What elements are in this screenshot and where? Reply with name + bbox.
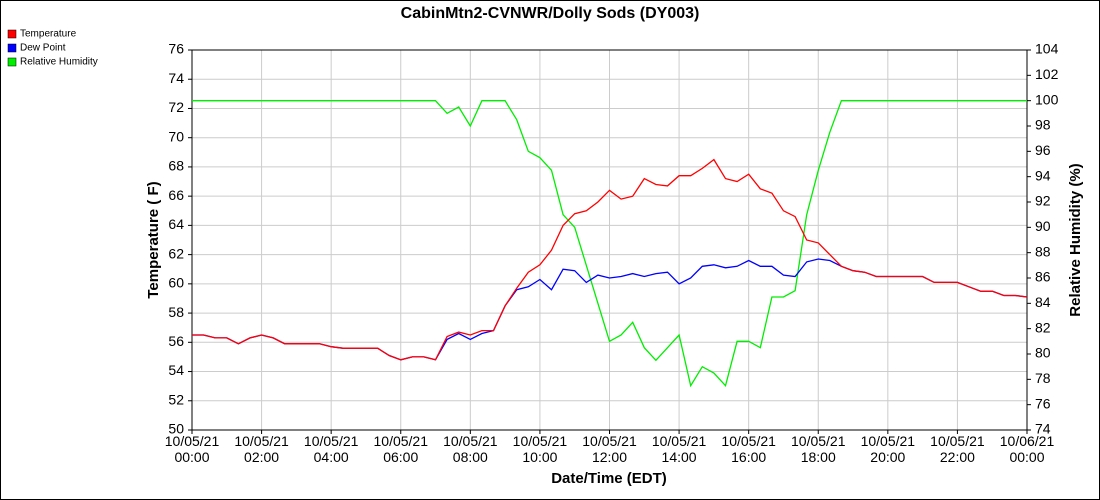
x-tick-label: 10/05/21 08:00 — [443, 433, 498, 465]
series-line — [192, 158, 1028, 361]
x-tick-label: 10/05/21 06:00 — [373, 433, 429, 465]
y-tick-label: 50 — [168, 421, 184, 437]
y-tick-label: 64 — [168, 216, 184, 232]
y2-tick-label: 90 — [1035, 218, 1051, 234]
x-tick-label: 10/05/21 14:00 — [651, 433, 707, 465]
y-tick-label: 60 — [168, 275, 184, 291]
y-tick-label: 70 — [168, 128, 184, 144]
y-tick-label: 58 — [168, 304, 184, 320]
x-tick-label: 10/06/21 00:00 — [999, 433, 1055, 465]
chart-title: CabinMtn2-CVNWR/Dolly Sods (DY003) — [401, 5, 700, 22]
y2-tick-label: 96 — [1035, 142, 1051, 158]
x-tick-label: 10/05/21 02:00 — [234, 433, 289, 465]
legend-label: Dew Point — [20, 43, 66, 54]
y2-tick-label: 76 — [1035, 395, 1051, 411]
legend-label: Temperature — [20, 29, 77, 40]
y2-tick-label: 74 — [1035, 421, 1051, 437]
x-tick-label: 10/05/21 00:00 — [164, 433, 220, 465]
series-line — [192, 100, 1027, 388]
x-tick-label: 10/05/21 04:00 — [303, 433, 359, 465]
y2-tick-label: 86 — [1035, 269, 1051, 285]
y2-tick-label: 82 — [1035, 319, 1051, 335]
y2-tick-label: 84 — [1035, 294, 1051, 310]
legend-label: Relative Humidity — [20, 57, 98, 68]
y-tick-label: 74 — [168, 70, 184, 86]
y-axis-title: Temperature ( F) — [145, 181, 162, 298]
y2-tick-label: 88 — [1035, 243, 1051, 259]
y-tick-label: 56 — [168, 333, 184, 349]
x-tick-label: 10/05/21 16:00 — [721, 433, 776, 465]
y2-tick-label: 94 — [1035, 167, 1051, 183]
y-tick-label: 54 — [168, 362, 184, 378]
y-tick-label: 72 — [168, 99, 184, 115]
y-tick-label: 62 — [168, 245, 184, 261]
x-tick-label: 10/05/21 22:00 — [930, 433, 985, 465]
y2-tick-label: 104 — [1035, 41, 1059, 57]
y2-tick-label: 98 — [1035, 117, 1051, 133]
y-tick-label: 66 — [168, 187, 184, 203]
x-tick-label: 10/05/21 12:00 — [582, 433, 637, 465]
y2-tick-label: 78 — [1035, 370, 1051, 386]
legend-swatch — [7, 43, 17, 53]
y2-axis-title: Relative Humidity (%) — [1067, 163, 1084, 316]
x-tick-label: 10/05/21 20:00 — [860, 433, 916, 465]
legend-swatch — [7, 29, 17, 39]
y2-tick-label: 92 — [1035, 193, 1051, 209]
y2-tick-label: 100 — [1035, 91, 1059, 107]
y-tick-label: 76 — [168, 41, 184, 57]
plot-area — [191, 49, 1028, 431]
y2-tick-label: 80 — [1035, 345, 1051, 361]
legend-swatch — [7, 57, 17, 67]
x-tick-label: 10/05/21 18:00 — [791, 433, 846, 465]
x-axis-title: Date/Time (EDT) — [551, 470, 667, 487]
y2-tick-label: 102 — [1035, 66, 1059, 82]
y-tick-label: 68 — [168, 158, 184, 174]
y-tick-label: 52 — [168, 391, 184, 407]
x-tick-label: 10/05/21 10:00 — [512, 433, 568, 465]
